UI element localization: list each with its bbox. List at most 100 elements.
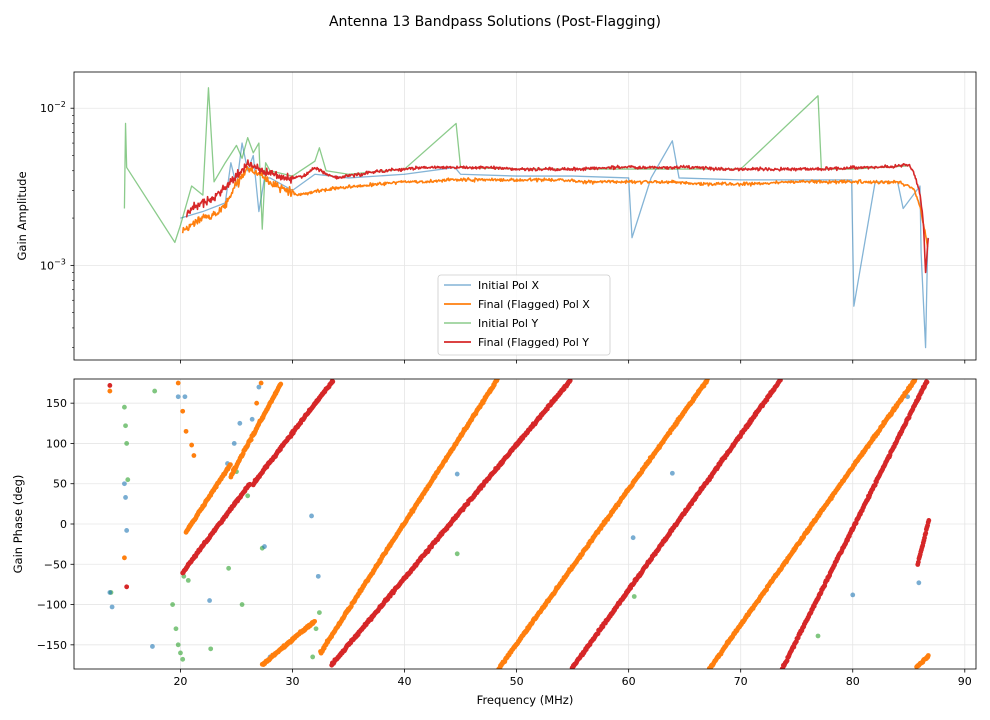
amplitude-ytick-exponent: −2: [54, 100, 66, 109]
phase-point-initial-pol-y: [239, 602, 245, 607]
amplitude-ytick-label: 10: [40, 259, 54, 272]
phase-ytick-label: −50: [44, 558, 67, 571]
phase-point-initial-pol-y: [313, 626, 319, 632]
phase-point-initial-pol-x: [850, 592, 856, 598]
phase-point-final-flagged-pol-y: [778, 379, 783, 383]
phase-point-final-flagged-pol-x: [183, 428, 189, 434]
phase-point-initial-pol-x: [262, 544, 267, 549]
amplitude-frame: [73, 71, 977, 361]
phase-ytick-label: 150: [46, 397, 67, 410]
phase-point-initial-pol-y: [125, 477, 131, 483]
phase-point-final-flagged-pol-y: [926, 518, 932, 523]
phase-point-initial-pol-y: [175, 642, 181, 648]
phase-point-final-flagged-pol-x: [248, 437, 254, 443]
amplitude-series: [123, 87, 930, 349]
legend-entry-label: Final (Flagged) Pol X: [478, 298, 590, 311]
phase-point-final-flagged-pol-x: [228, 462, 233, 467]
legend-entry-label: Final (Flagged) Pol Y: [478, 336, 589, 349]
phase-xtick-label-80: 80: [846, 675, 860, 688]
phase-point-initial-pol-x: [454, 471, 460, 477]
phase-point-initial-pol-x: [231, 441, 237, 446]
phase-point-initial-pol-x: [916, 580, 922, 586]
phase-point-final-flagged-pol-y: [107, 383, 113, 388]
phase-point-final-flagged-pol-x: [312, 618, 318, 624]
phase-point-final-flagged-pol-y: [924, 379, 930, 385]
phase-point-initial-pol-y: [180, 656, 186, 662]
phase-point-initial-pol-x: [256, 384, 262, 390]
phase-point-initial-pol-x: [109, 604, 115, 610]
phase-point-final-flagged-pol-y: [923, 530, 929, 536]
phase-point-final-flagged-pol-x: [278, 381, 284, 387]
phase-point-initial-pol-y: [208, 646, 214, 652]
phase-point-initial-pol-y: [631, 594, 637, 599]
phase-point-initial-pol-y: [170, 602, 176, 607]
phase-ylabel: Gain Phase (deg): [11, 475, 25, 574]
phase-point-final-flagged-pol-x: [107, 388, 113, 394]
phase-point-initial-pol-y: [454, 551, 460, 557]
phase-point-initial-pol-x: [207, 598, 212, 603]
phase-point-final-flagged-pol-x: [258, 380, 264, 386]
phase-point-initial-pol-x: [669, 470, 675, 476]
amplitude-ytick-label: 10: [40, 102, 54, 115]
phase-point-initial-pol-x: [123, 495, 128, 500]
amplitude-grid: [74, 72, 976, 360]
phase-point-initial-pol-x: [107, 590, 113, 595]
phase-xtick-label-30: 30: [285, 675, 299, 688]
phase-point-final-flagged-pol-x: [912, 379, 918, 382]
phase-point-final-flagged-pol-x: [180, 408, 186, 414]
phase-point-initial-pol-y: [815, 633, 821, 639]
amplitude-line-final-flagged-pol-x: [181, 165, 929, 248]
phase-point-initial-pol-y: [152, 388, 158, 394]
phase-point-final-flagged-pol-x: [191, 453, 197, 458]
phase-point-final-flagged-pol-x: [122, 555, 127, 561]
phase-point-initial-pol-x: [315, 573, 321, 579]
phase-xtick-label-70: 70: [734, 675, 748, 688]
phase-point-initial-pol-x: [905, 394, 911, 400]
amplitude-ticks: 10−310−2: [40, 100, 966, 364]
phase-point-final-flagged-pol-x: [705, 379, 710, 381]
phase-point-initial-pol-y: [173, 626, 179, 632]
phase-point-initial-pol-x: [150, 644, 155, 649]
phase-ticks: 20 30 40 50 60 70 80 90 −150 −100 −50 0 50 100 150: [37, 397, 972, 688]
phase-point-initial-pol-y: [124, 441, 130, 446]
phase-point-initial-pol-x: [175, 394, 181, 400]
phase-xtick-label-20: 20: [173, 675, 187, 688]
legend: Initial Pol X Final (Flagged) Pol X Initia…: [437, 274, 611, 356]
amplitude-ylabel: Gain Amplitude: [15, 171, 29, 260]
phase-panel: 20 30 40 50 60 70 80 90 −150 −100 −50 0 50 100 150 Gai…: [11, 378, 977, 707]
phase-point-initial-pol-y: [123, 423, 128, 429]
phase-xtick-label-50: 50: [510, 675, 524, 688]
phase-xtick-label-90: 90: [958, 675, 972, 688]
phase-series: [107, 379, 932, 669]
legend-box: [437, 274, 611, 356]
phase-point-final-flagged-pol-x: [925, 653, 931, 658]
legend-entry-label: Initial Pol Y: [478, 317, 538, 330]
phase-point-initial-pol-y: [226, 565, 232, 571]
phase-point-initial-pol-y: [185, 577, 191, 583]
phase-ytick-label: −100: [37, 599, 67, 612]
phase-point-initial-pol-y: [122, 404, 127, 410]
phase-ytick-label: 50: [53, 478, 67, 491]
phase-xtick-label-60: 60: [622, 675, 636, 688]
phase-xtick-label-40: 40: [398, 675, 412, 688]
phase-point-initial-pol-x: [630, 535, 636, 541]
phase-point-initial-pol-x: [124, 528, 130, 533]
figure-title: Antenna 13 Bandpass Solutions (Post-Flag…: [329, 14, 661, 30]
phase-point-initial-pol-x: [237, 420, 243, 426]
phase-point-final-flagged-pol-x: [175, 380, 181, 386]
phase-point-initial-pol-x: [182, 394, 188, 400]
phase-ytick-label: 0: [60, 518, 67, 531]
phase-point-final-flagged-pol-x: [494, 379, 500, 382]
phase-grid: [74, 379, 976, 669]
legend-entry-label: Initial Pol X: [478, 279, 539, 292]
phase-point-initial-pol-x: [309, 513, 314, 519]
phase-point-final-flagged-pol-y: [567, 379, 573, 383]
phase-point-final-flagged-pol-y: [124, 584, 130, 590]
phase-point-initial-pol-y: [316, 610, 322, 616]
phase-point-final-flagged-pol-y: [330, 379, 336, 385]
phase-point-initial-pol-x: [249, 416, 255, 422]
phase-point-final-flagged-pol-x: [189, 442, 195, 448]
amplitude-panel: 10−310−2 Gain Amplitude Initial Pol X Fin…: [15, 71, 977, 364]
phase-point-initial-pol-y: [310, 654, 316, 660]
